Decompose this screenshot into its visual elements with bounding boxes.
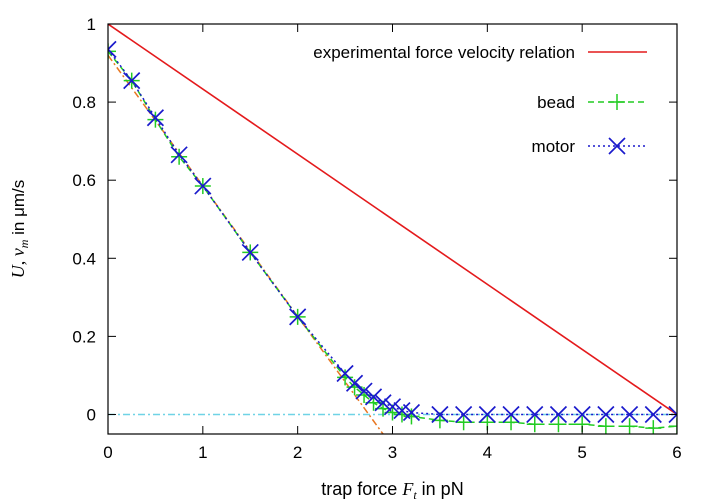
legend-label: motor [532,137,576,156]
y-tick-label: 0.6 [72,171,96,190]
data-point [393,406,410,423]
data-point [621,418,638,434]
legend-item-2: motor [532,137,647,156]
data-point [526,405,544,424]
series-line-0 [108,24,677,416]
y-tick-label: 0.2 [72,327,96,346]
data-point [597,405,615,424]
data-point [383,398,402,416]
data-point [478,405,496,424]
data-point [455,414,472,431]
data-point [550,416,567,433]
data-point [597,418,614,434]
plot-frame [107,23,678,435]
data-point [403,408,420,425]
data-point [620,405,639,424]
data-point [345,374,364,392]
legend-label: bead [537,93,575,112]
legend: experimental force velocity relation bead… [313,43,647,156]
data-point [356,386,373,403]
data-point [147,111,164,128]
data-point [108,40,117,58]
x-tick-label: 3 [388,443,397,462]
data-point [241,243,259,262]
legend-item-1: bead [537,93,647,112]
data-point [194,177,212,195]
data-point [668,405,677,424]
legend-item-0: experimental force velocity relation [313,43,647,62]
series-2 [108,40,677,424]
data-point [374,394,392,412]
zero-reference-line [108,54,677,434]
data-point [146,109,165,127]
data-point [549,405,568,424]
x-tick-label: 2 [293,443,302,462]
data-point [526,416,543,433]
legend-label: experimental force velocity relation [313,43,575,62]
y-tick-label: 0.8 [72,93,96,112]
x-axis-ticks: 0 1 2 3 4 5 6 [103,24,682,462]
x-tick-label: 1 [198,443,207,462]
data-point [170,146,188,164]
y-tick-label: 0.4 [72,249,96,268]
data-point [431,405,449,424]
data-point [364,388,383,406]
series-line-2 [108,48,677,416]
y-tick-label: 0 [87,405,96,424]
y-tick-label: 1 [87,15,96,34]
data-point [669,418,677,434]
data-point [123,72,141,90]
data-point [337,369,354,386]
x-tick-label: 6 [672,443,681,462]
x-tick-label: 0 [103,443,112,462]
data-point [355,382,373,400]
x-tick-label: 5 [577,443,586,462]
x-tick-label: 4 [483,443,492,462]
y-axis-ticks: 0 0.2 0.4 0.6 0.8 1 [72,15,677,424]
series-layer [108,24,677,434]
data-point [503,414,520,431]
data-point [455,405,473,424]
series-1 [108,43,677,434]
data-point [402,403,421,422]
data-point [171,148,188,165]
data-point [573,405,591,424]
y-axis-label: U, vm in μm/s [8,180,31,279]
x-axis-label: trap force Ft in pN [321,479,463,502]
series-0 [108,24,677,416]
series-line-1 [108,50,677,429]
data-point [108,43,116,60]
data-point [502,405,520,424]
data-point [289,308,307,326]
data-point [644,405,662,424]
